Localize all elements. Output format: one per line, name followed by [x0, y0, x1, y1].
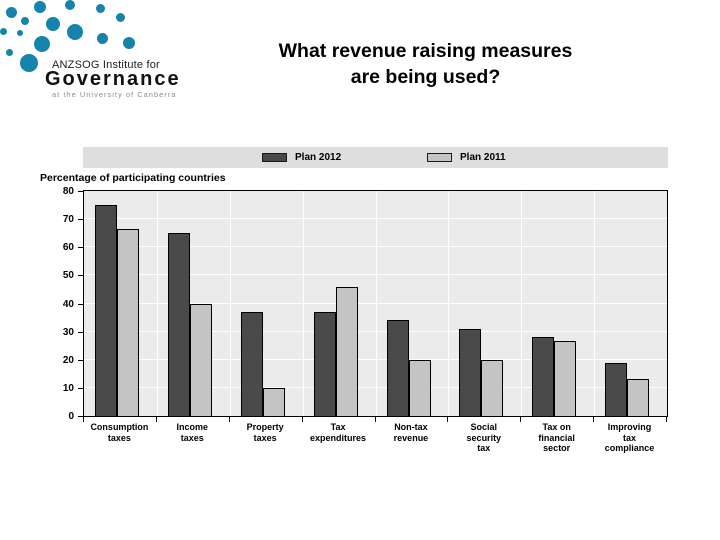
x-axis-tick: [301, 417, 303, 422]
bar-plan-2012: [313, 311, 336, 416]
x-axis-label: Consumption taxes: [90, 422, 149, 443]
bar-plan-2011: [189, 303, 212, 416]
x-axis-tick: [447, 417, 449, 422]
legend-swatch-plan-2012: [262, 153, 287, 162]
legend-label-plan-2012: Plan 2012: [295, 152, 342, 163]
bar-plan-2012: [386, 320, 409, 416]
gridline-vertical: [302, 191, 304, 416]
y-axis-tick: [78, 416, 83, 417]
plot-area: [83, 190, 668, 417]
slide-title-line1: What revenue raising measures: [278, 40, 573, 62]
y-axis-tick: [78, 275, 83, 277]
y-axis-tick: [78, 359, 83, 361]
gridline-vertical: [375, 191, 377, 416]
y-axis-label: 30: [62, 326, 74, 338]
bar-plan-2012: [605, 362, 628, 416]
logo-dot: [116, 13, 125, 22]
x-axis-tick: [374, 417, 376, 422]
legend-label-plan-2011: Plan 2011: [460, 152, 506, 163]
logo-dot: [96, 4, 105, 13]
logo-institute-line: ANZSOG Institute for: [52, 59, 160, 71]
slide-title: What revenue raising measures are being …: [213, 38, 638, 90]
logo-dot: [0, 28, 7, 35]
y-axis-tick: [78, 219, 83, 221]
chart-legend: Plan 2012 Plan 2011: [83, 147, 668, 168]
x-axis-tick: [666, 417, 667, 422]
gridline-vertical: [521, 191, 523, 416]
bar-plan-2011: [627, 379, 650, 416]
y-axis-label: 40: [62, 298, 74, 310]
y-axis-tick: [78, 303, 83, 305]
y-axis-label: 20: [62, 354, 74, 366]
bar-plan-2011: [335, 286, 358, 416]
legend-item-plan-2012: Plan 2012: [262, 147, 341, 168]
y-axis-label: 10: [62, 382, 74, 394]
legend-item-plan-2011: Plan 2011: [427, 147, 506, 168]
y-axis-label: 80: [62, 186, 74, 197]
x-axis-tick: [83, 417, 84, 422]
logo-dot: [65, 0, 75, 10]
y-axis-tick: [78, 331, 83, 333]
bar-plan-2011: [554, 341, 577, 416]
y-axis-title: Percentage of participating countries: [40, 172, 226, 184]
x-axis-tick: [593, 417, 595, 422]
logo-dot: [34, 36, 50, 52]
x-axis-label: Improving tax compliance: [604, 422, 655, 453]
x-axis-label: Income taxes: [176, 422, 209, 443]
gridline-vertical: [448, 191, 450, 416]
x-axis-tick: [520, 417, 522, 422]
logo-governance-line: Governance: [45, 68, 181, 90]
y-axis-tick: [78, 247, 83, 249]
bar-plan-2012: [167, 233, 190, 416]
logo-dot: [67, 24, 83, 40]
y-axis-label: 70: [62, 214, 74, 226]
logo-dot: [17, 30, 23, 36]
x-axis-tick: [155, 417, 157, 422]
bar-plan-2012: [240, 311, 263, 416]
gridline-vertical: [229, 191, 231, 416]
x-axis-label: Social security tax: [466, 422, 502, 453]
legend-swatch-plan-2011: [427, 153, 452, 162]
logo-dot: [20, 54, 38, 72]
x-axis-label: Non-tax revenue: [393, 422, 429, 443]
logo-dot: [21, 17, 29, 25]
bar-plan-2012: [95, 205, 117, 416]
logo-dot: [97, 33, 108, 44]
x-axis-tick: [228, 417, 230, 422]
logo-university-line: at the University of Canberra: [52, 90, 177, 99]
y-axis-tick: [78, 387, 83, 389]
bar-plan-2011: [481, 359, 504, 416]
y-axis-label: 60: [62, 242, 74, 254]
logo-dot: [6, 49, 13, 56]
logo-dot: [6, 7, 17, 18]
anzsog-logo: ANZSOG Institute for Governance at the U…: [0, 0, 220, 115]
gridline-vertical: [594, 191, 596, 416]
bar-plan-2012: [532, 337, 555, 416]
x-axis-label: Tax expenditures: [310, 422, 367, 443]
logo-dot: [34, 1, 46, 13]
gridline-vertical: [156, 191, 158, 416]
y-axis-tick: [78, 191, 83, 192]
x-axis-label: Tax on financial sector: [538, 422, 575, 453]
bar-plan-2011: [117, 228, 139, 416]
bar-plan-2011: [262, 387, 285, 416]
y-axis-label: 50: [62, 270, 74, 282]
logo-dot: [123, 37, 135, 49]
logo-dot: [46, 17, 60, 31]
y-axis-label: 0: [68, 411, 74, 422]
x-axis-label: Property taxes: [246, 422, 284, 443]
bar-plan-2012: [459, 328, 482, 416]
logo-text: ANZSOG Institute for Governance at the U…: [45, 59, 205, 99]
bar-plan-2011: [408, 359, 431, 416]
slide-title-line2: are being used?: [350, 66, 501, 88]
